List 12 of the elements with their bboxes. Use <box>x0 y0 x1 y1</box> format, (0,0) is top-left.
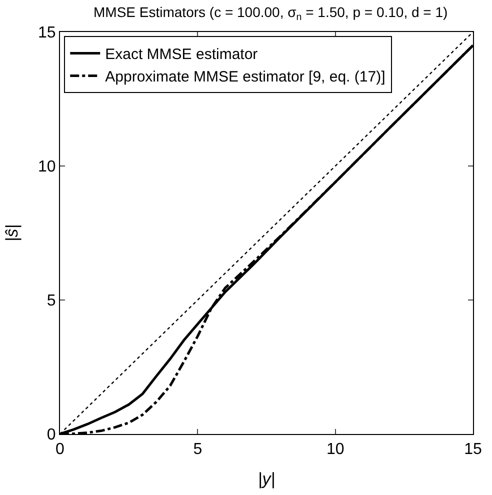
x-axis-title: |y| <box>258 470 276 489</box>
x-tick-label: 15 <box>464 441 482 458</box>
y-axis-title: |ŝ| <box>2 224 22 242</box>
chart-title: MMSE Estimators (c = 100.00, σ$_{n}$ = 1.50, p = 0.10, d = 1) <box>94 4 448 24</box>
y-tick-label: 15 <box>38 24 56 42</box>
y-tick-label: 0 <box>46 426 56 444</box>
x-tick-label: 5 <box>193 441 202 458</box>
y-tick-label: 5 <box>46 292 56 310</box>
legend-label: Exact MMSE estimator <box>105 46 258 64</box>
x-tick-label: 10 <box>326 441 344 458</box>
legend-label: Approximate MMSE estimator [9, eq. (17)] <box>105 68 386 86</box>
y-tick-label: 10 <box>38 158 56 176</box>
